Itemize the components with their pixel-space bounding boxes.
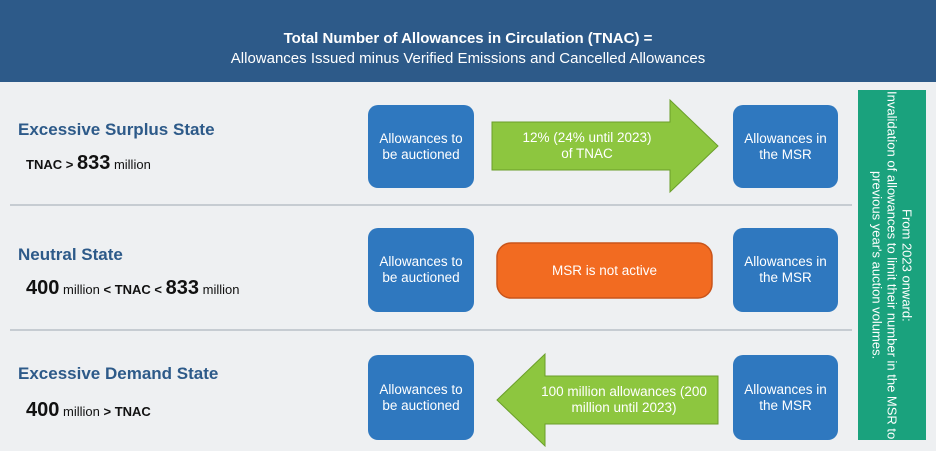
header: Total Number of Allowances in Circulatio… <box>0 0 936 82</box>
inactive-box <box>496 242 713 299</box>
condition-part: million <box>113 157 151 172</box>
source-box <box>368 105 474 188</box>
condition-part: 833 <box>76 152 111 174</box>
target-text: Allowances in the MSR <box>744 130 827 162</box>
condition-part: > <box>65 157 74 172</box>
source-text: Allowances to be auctioned <box>379 381 463 413</box>
state-label: Excessive Surplus State <box>18 120 215 139</box>
header-title: Total Number of Allowances in Circulatio… <box>283 30 653 47</box>
condition-part: million <box>63 282 100 297</box>
state-label: Neutral State <box>18 245 123 264</box>
source-text: Allowances to be auctioned <box>379 130 463 162</box>
source-text: Allowances to be auctioned <box>379 254 463 285</box>
condition-part: TNAC <box>114 282 151 297</box>
condition-part: TNAC <box>26 157 63 172</box>
source-box <box>368 228 474 312</box>
source-box <box>368 355 474 440</box>
side-note-heading: From 2023 onward: <box>899 208 915 322</box>
condition-part: 400 <box>26 277 60 299</box>
side-band <box>858 90 926 440</box>
target-text: Allowances in the MSR <box>744 254 827 285</box>
condition: TNAC > 833 million <box>26 152 151 175</box>
condition-part: million <box>202 282 240 297</box>
state-label: Excessive Demand State <box>18 364 219 383</box>
condition-part: million <box>63 404 100 419</box>
flow-text: 12% (24% until 2023) of TNAC <box>522 130 652 161</box>
condition-part: > <box>103 404 112 419</box>
condition: 400 million < TNAC < 833 million <box>26 277 239 300</box>
target-text: Allowances in the MSR <box>744 381 827 413</box>
condition-part: < <box>154 282 163 297</box>
condition-part: 400 <box>26 399 60 421</box>
arrow-left <box>496 352 719 448</box>
target-box <box>733 105 838 188</box>
condition-part: TNAC <box>114 404 151 419</box>
condition-part: 833 <box>165 277 200 299</box>
side-note-text: Invalidation of allowances to limit thei… <box>869 90 900 440</box>
condition-part: < <box>103 282 112 297</box>
side-note: From 2023 onward: Invalidation of allowa… <box>858 90 926 440</box>
header-subtitle: Allowances Issued minus Verified Emissio… <box>230 50 706 67</box>
flow-text: MSR is not active <box>551 262 658 278</box>
target-box <box>733 355 838 440</box>
arrow-right <box>491 98 719 194</box>
target-box <box>733 228 838 312</box>
flow-text: 100 million allowances (200 million unti… <box>541 384 707 415</box>
condition: 400 million > TNAC <box>26 399 151 422</box>
